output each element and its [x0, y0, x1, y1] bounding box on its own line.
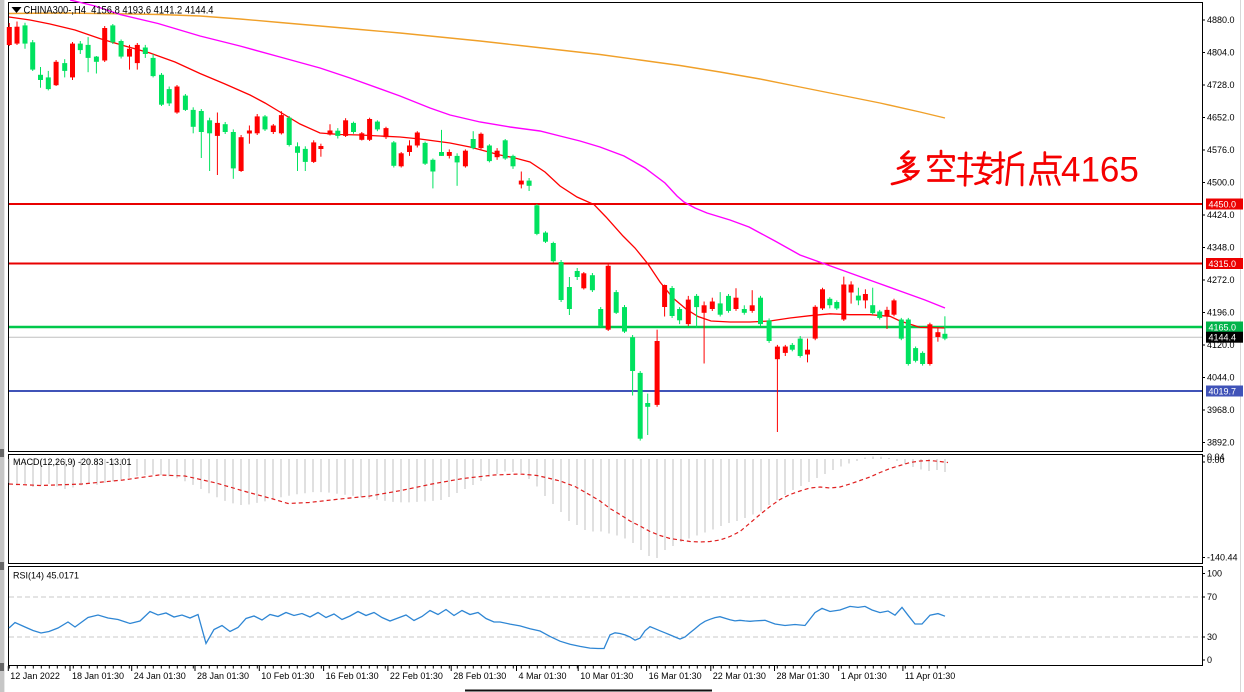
svg-text:3968.0: 3968.0	[1207, 405, 1235, 415]
svg-text:16 Feb 01:30: 16 Feb 01:30	[326, 671, 379, 681]
svg-text:28 Jan 01:30: 28 Jan 01:30	[197, 671, 249, 681]
svg-text:0: 0	[1207, 655, 1212, 665]
svg-text:4315.0: 4315.0	[1209, 259, 1237, 269]
svg-text:4 Mar 01:30: 4 Mar 01:30	[519, 671, 567, 681]
svg-text:4165: 4165	[1061, 151, 1139, 190]
svg-text:MACD(12,26,9) -20.83 -13.01: MACD(12,26,9) -20.83 -13.01	[13, 457, 132, 467]
svg-text:4728.0: 4728.0	[1207, 80, 1235, 90]
svg-text:4652.0: 4652.0	[1207, 113, 1235, 123]
svg-text:4500.0: 4500.0	[1207, 178, 1235, 188]
svg-text:28 Feb 01:30: 28 Feb 01:30	[453, 671, 506, 681]
svg-text:CHINA300-,H4 4156.8 4193.6 41: CHINA300-,H4 4156.8 4193.6 4141.2 4144.4	[24, 4, 214, 16]
svg-text:4424.0: 4424.0	[1207, 210, 1235, 220]
svg-text:0.00: 0.00	[1207, 455, 1225, 465]
svg-text:12 Jan 2022: 12 Jan 2022	[10, 671, 60, 681]
svg-text:22 Feb 01:30: 22 Feb 01:30	[390, 671, 443, 681]
svg-text:10 Feb 01:30: 10 Feb 01:30	[261, 671, 314, 681]
svg-text:0.04: 0.04	[1207, 452, 1225, 462]
svg-text:18 Jan 01:30: 18 Jan 01:30	[72, 671, 124, 681]
svg-text:70: 70	[1207, 592, 1217, 602]
svg-text:4880.0: 4880.0	[1207, 15, 1235, 25]
svg-text:4044.0: 4044.0	[1207, 373, 1235, 383]
svg-text:4019.7: 4019.7	[1209, 386, 1237, 396]
svg-text:4576.0: 4576.0	[1207, 145, 1235, 155]
svg-text:10 Mar 01:30: 10 Mar 01:30	[580, 671, 633, 681]
svg-text:-140.44: -140.44	[1207, 553, 1238, 563]
svg-text:4272.0: 4272.0	[1207, 275, 1235, 285]
svg-text:1 Apr 01:30: 1 Apr 01:30	[841, 671, 887, 681]
svg-text:28 Mar 01:30: 28 Mar 01:30	[777, 671, 830, 681]
svg-text:4165.0: 4165.0	[1209, 322, 1237, 332]
svg-text:22 Mar 01:30: 22 Mar 01:30	[713, 671, 766, 681]
svg-text:4144.4: 4144.4	[1209, 333, 1237, 343]
svg-text:4120.0: 4120.0	[1207, 340, 1235, 350]
svg-text:4196.0: 4196.0	[1207, 308, 1235, 318]
svg-text:4804.0: 4804.0	[1207, 48, 1235, 58]
svg-text:11 Apr 01:30: 11 Apr 01:30	[905, 671, 955, 681]
svg-text:3892.0: 3892.0	[1207, 438, 1235, 448]
svg-text:100: 100	[1207, 569, 1222, 579]
svg-text:4348.0: 4348.0	[1207, 243, 1235, 253]
svg-text:RSI(14) 45.0171: RSI(14) 45.0171	[13, 571, 79, 581]
svg-text:4450.0: 4450.0	[1209, 199, 1237, 209]
svg-text:30: 30	[1207, 632, 1217, 642]
svg-text:16 Mar 01:30: 16 Mar 01:30	[649, 671, 702, 681]
svg-text:24 Jan 01:30: 24 Jan 01:30	[134, 671, 186, 681]
